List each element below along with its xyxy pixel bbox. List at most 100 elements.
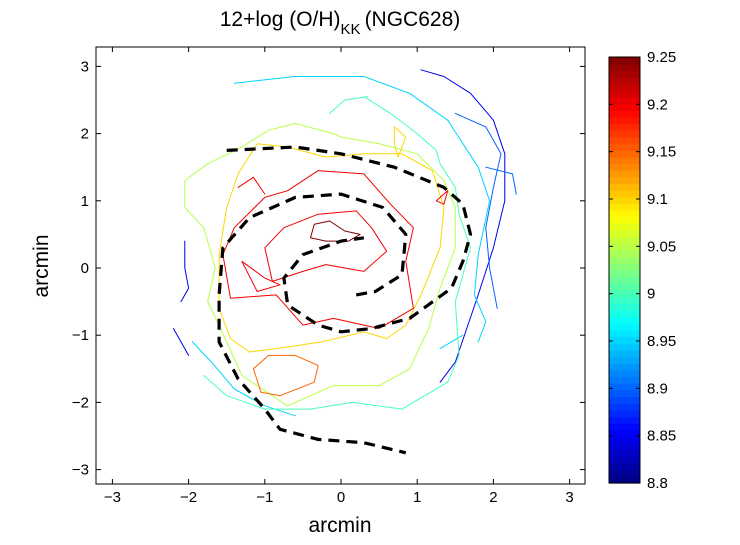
contour-line-8.95 <box>439 334 464 350</box>
colorbar-band <box>609 230 640 238</box>
colorbar-band <box>609 403 640 411</box>
colorbar-band <box>609 143 640 151</box>
contour-line-9.2 <box>241 260 281 292</box>
colorbar-band <box>609 156 640 165</box>
colorbar-band <box>609 203 640 211</box>
colorbar-band <box>609 57 640 65</box>
contour-line-9.05 <box>184 123 456 407</box>
colorbar-band <box>609 456 640 464</box>
contour-line-9.2 <box>237 176 266 195</box>
colorbar-band <box>609 170 640 178</box>
colorbar-band <box>609 316 640 324</box>
colorbar-band <box>609 136 640 145</box>
contour-line-8.95 <box>233 76 491 343</box>
y-tick-label: 1 <box>81 193 89 210</box>
y-tick-label: −2 <box>72 394 89 411</box>
colorbar-band <box>609 270 640 278</box>
colorbar-band <box>609 363 640 371</box>
colorbar-band <box>609 150 640 158</box>
colorbar-band <box>609 449 640 457</box>
colorbar-band <box>609 323 640 331</box>
contour-line-8.85 <box>180 240 190 303</box>
colorbar-band <box>609 256 640 264</box>
colorbar-band <box>609 90 640 98</box>
colorbar-tick-label: 9.1 <box>647 191 668 208</box>
colorbar-band <box>609 216 640 225</box>
colorbar-band <box>609 349 640 358</box>
colorbar: 8.8 8.85 8.9 8.95 9 9.05 9.1 9.15 9.2 9.25 <box>608 49 676 492</box>
x-tick-label: 2 <box>489 489 497 506</box>
contour-line-8.9 <box>454 112 502 309</box>
colorbar-band <box>609 103 640 111</box>
x-tick-label: −2 <box>180 489 197 506</box>
colorbar-tick-label: 8.85 <box>647 428 676 445</box>
colorbar-band <box>609 416 640 424</box>
y-tick-label: −3 <box>72 462 89 479</box>
colorbar-band <box>609 476 640 484</box>
colorbar-band <box>609 63 640 71</box>
spiral-arm1-line <box>226 145 473 334</box>
colorbar-band <box>609 443 640 451</box>
colorbar-tick-label: 9.2 <box>647 96 668 113</box>
spiral-arms-layer <box>217 145 473 455</box>
x-tick-label: 0 <box>337 489 345 506</box>
x-tick-label: −1 <box>256 489 273 506</box>
colorbar-tick-label: 9.25 <box>647 49 676 66</box>
y-axis-label: arcmin <box>30 234 53 297</box>
colorbar-tick-label: 8.9 <box>647 380 668 397</box>
colorbar-band <box>609 210 640 218</box>
colorbar-band <box>609 383 640 391</box>
colorbar-band <box>609 436 640 444</box>
x-tick-label: 3 <box>565 489 573 506</box>
colorbar-band <box>609 289 640 298</box>
y-tick-label: 2 <box>81 126 89 143</box>
colorbar-band <box>609 176 640 185</box>
colorbar-band <box>609 83 640 91</box>
colorbar-band <box>609 190 640 198</box>
colorbar-band <box>609 309 640 318</box>
colorbar-band <box>609 376 640 384</box>
colorbar-band <box>609 263 640 271</box>
colorbar-band <box>609 303 640 311</box>
contours-layer <box>172 69 517 417</box>
colorbar-tick-label: 8.8 <box>647 475 668 492</box>
colorbar-tick-label: 9.05 <box>647 238 676 255</box>
spiral-arm2-line <box>217 192 408 455</box>
colorbar-band <box>609 116 640 125</box>
colorbar-tick-label: 9.15 <box>647 144 676 161</box>
contour-line-9.15 <box>252 354 319 397</box>
colorbar-band <box>609 409 640 418</box>
colorbar-tick-label: 8.95 <box>647 333 676 350</box>
colorbar-band <box>609 196 640 205</box>
y-tick-label: 3 <box>81 58 89 75</box>
colorbar-band <box>609 223 640 231</box>
colorbar-band <box>609 296 640 304</box>
colorbar-band <box>609 396 640 404</box>
colorbar-frame <box>608 56 641 484</box>
x-axis-label: arcmin <box>308 514 371 537</box>
x-tick-label: −3 <box>104 489 121 506</box>
contour-line-8.9 <box>485 166 517 195</box>
colorbar-band <box>609 243 640 251</box>
contour-line-9.2 <box>435 190 449 205</box>
colorbar-band <box>609 76 640 85</box>
colorbar-band <box>609 329 640 338</box>
contour-line-9 <box>329 96 369 114</box>
contour-line-8.85 <box>172 328 190 356</box>
colorbar-band <box>609 423 640 431</box>
colorbar-band <box>609 469 640 477</box>
colorbar-band <box>609 110 640 118</box>
x-tick-label: 1 <box>413 489 421 506</box>
colorbar-band <box>609 429 640 438</box>
contour-line-9.2 <box>264 210 388 282</box>
colorbar-band <box>609 343 640 351</box>
colorbar-band <box>609 356 640 364</box>
y-tick-label: −1 <box>72 327 89 344</box>
colorbar-tick-label: 9 <box>647 286 655 303</box>
colorbar-band <box>609 389 640 398</box>
y-tick-label: 0 <box>81 260 89 277</box>
contour-line-9 <box>203 96 471 410</box>
colorbar-band <box>609 283 640 291</box>
colorbar-band <box>609 123 640 131</box>
